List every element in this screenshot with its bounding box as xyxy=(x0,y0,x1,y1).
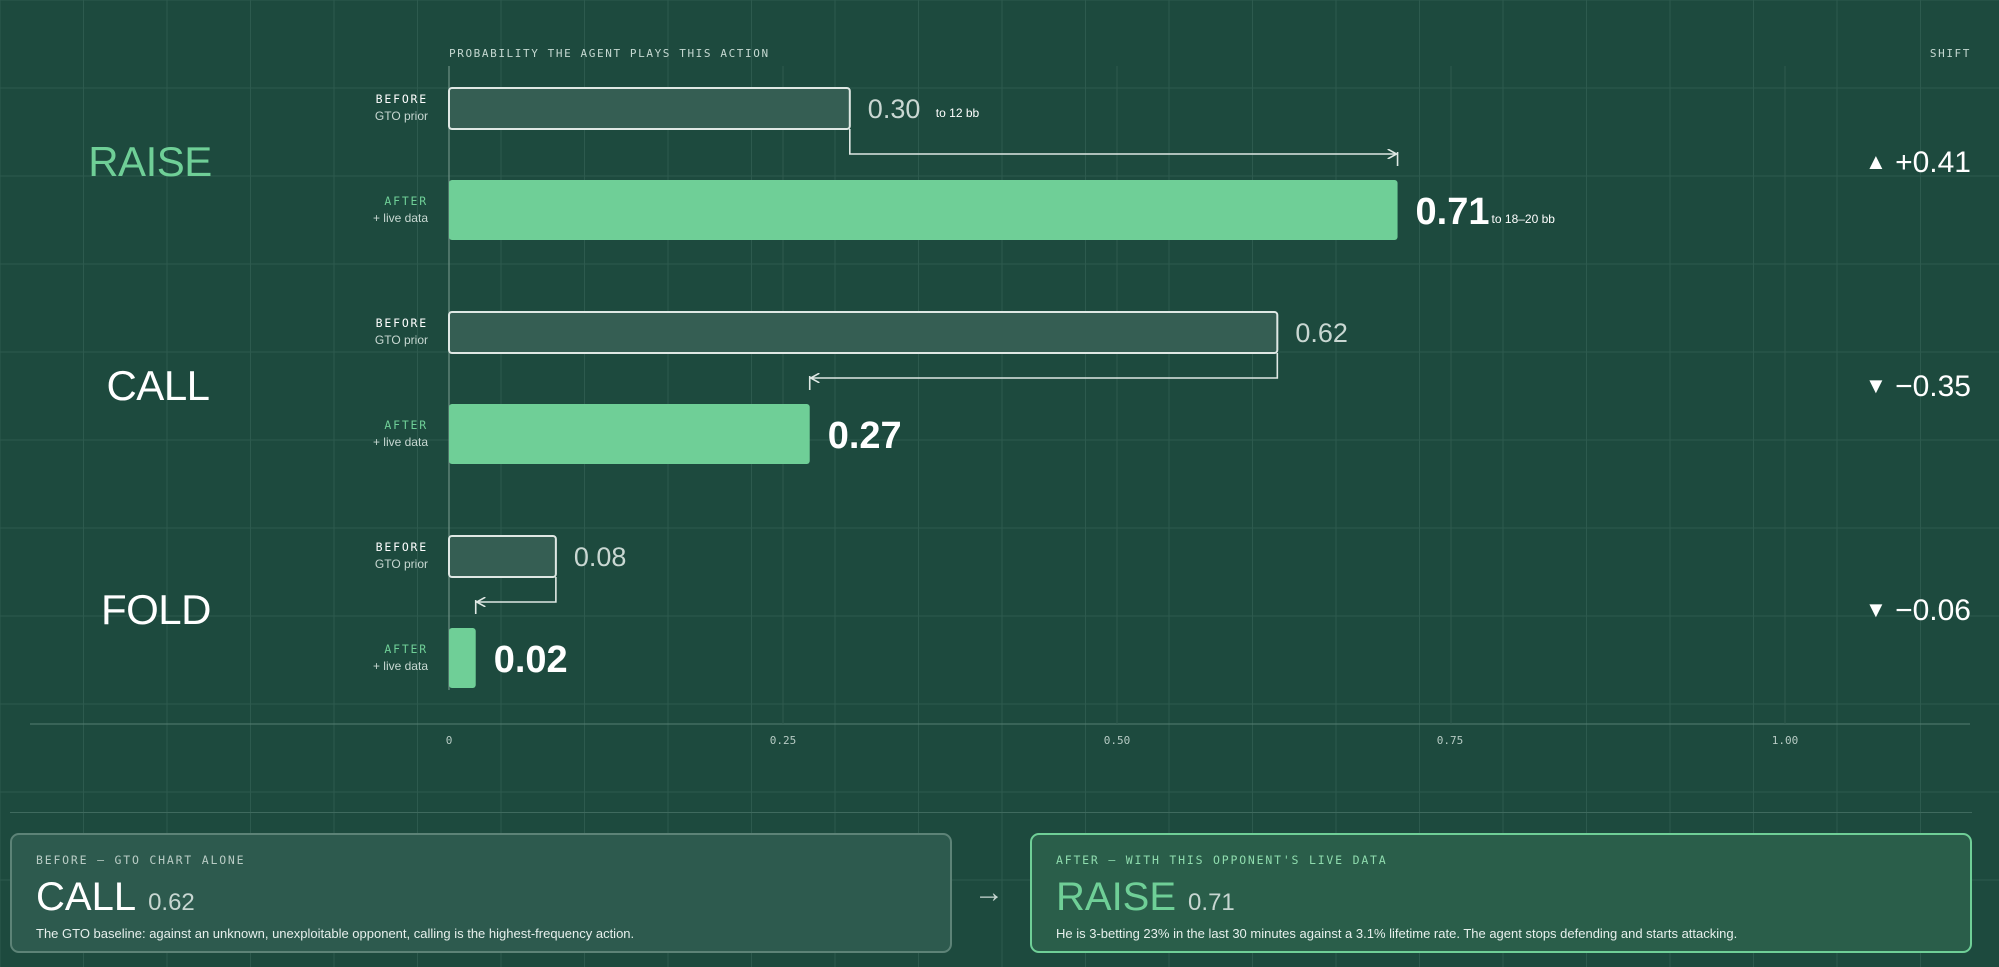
action-label-raise: RAISE xyxy=(88,138,212,185)
before-card-headline: CALL 0.62 xyxy=(36,875,926,920)
x-tick-label: 0.25 xyxy=(769,734,797,747)
after-bar xyxy=(449,628,476,688)
before-bar xyxy=(448,311,1279,354)
after-value-label: 0.27 xyxy=(828,415,902,457)
before-sublabel: GTO prior xyxy=(374,333,428,347)
action-label-fold: FOLD xyxy=(100,586,212,633)
before-value-label: 0.30 xyxy=(868,94,921,124)
after-label: AFTER xyxy=(384,418,428,432)
row-label-before-call: BEFORE GTO prior xyxy=(375,315,428,349)
shift-down-icon: ▼ xyxy=(1864,597,1887,622)
after-card: AFTER — WITH THIS OPPONENT'S LIVE DATA R… xyxy=(1030,833,1972,953)
shift-column-title: SHIFT xyxy=(1929,47,1971,60)
before-label: BEFORE xyxy=(375,540,428,554)
before-sublabel: GTO prior xyxy=(374,557,428,571)
after-card-headline: RAISE 0.71 xyxy=(1056,875,1946,920)
shift-connector-arrow xyxy=(478,577,557,602)
before-card-action: CALL xyxy=(36,875,137,919)
action-label-call: CALL xyxy=(106,362,210,409)
shift-down-icon: ▼ xyxy=(1864,373,1887,398)
before-sublabel: GTO prior xyxy=(374,109,428,123)
after-bar xyxy=(449,404,810,464)
before-label: BEFORE xyxy=(375,92,428,106)
before-bar xyxy=(448,535,557,578)
after-card-kicker: AFTER — WITH THIS OPPONENT'S LIVE DATA xyxy=(1056,853,1388,867)
before-card-value: 0.62 xyxy=(148,889,195,916)
row-label-after-call: AFTER + live data xyxy=(373,417,428,451)
after-card-action: RAISE xyxy=(1056,875,1177,919)
shift-value: −0.35 xyxy=(1895,370,1971,403)
before-value-label: 0.08 xyxy=(574,542,627,572)
before-card-kicker: BEFORE — GTO CHART ALONE xyxy=(36,853,246,867)
before-bar xyxy=(448,87,851,130)
arrow-right-icon: → xyxy=(974,876,1004,909)
x-tick-label: 1.00 xyxy=(1771,734,1799,747)
shift-raise: ▲ +0.41 xyxy=(1865,146,1971,180)
after-card-value: 0.71 xyxy=(1188,889,1235,916)
shift-fold: ▼ −0.06 xyxy=(1865,594,1971,628)
shift-connector-arrow xyxy=(812,353,1279,378)
shift-value: −0.06 xyxy=(1895,594,1971,627)
shift-call: ▼ −0.35 xyxy=(1865,370,1971,404)
section-divider xyxy=(10,812,1972,813)
before-label: BEFORE xyxy=(375,316,428,330)
shift-connector-arrow xyxy=(849,129,1396,154)
after-bar xyxy=(449,180,1398,240)
axis-title: PROBABILITY THE AGENT PLAYS THIS ACTION xyxy=(449,47,770,60)
after-sublabel: + live data xyxy=(372,211,428,225)
after-value-label: 0.71 xyxy=(1416,191,1490,233)
after-card-description: He is 3-betting 23% in the last 30 minut… xyxy=(1056,926,1738,941)
after-note: to 18–20 bb xyxy=(1492,212,1556,226)
before-note: to 12 bb xyxy=(936,106,980,120)
after-label: AFTER xyxy=(384,642,428,656)
after-label: AFTER xyxy=(384,194,428,208)
x-tick-label: 0.50 xyxy=(1103,734,1131,747)
after-value-label: 0.02 xyxy=(494,639,568,681)
shift-up-icon: ▲ xyxy=(1864,149,1887,174)
row-label-after-raise: AFTER + live data xyxy=(373,193,428,227)
before-card: BEFORE — GTO CHART ALONE CALL 0.62 The GT… xyxy=(10,833,952,953)
row-label-after-fold: AFTER + live data xyxy=(373,641,428,675)
before-card-description: The GTO baseline: against an unknown, un… xyxy=(36,926,635,941)
row-label-before-fold: BEFORE GTO prior xyxy=(375,539,428,573)
after-sublabel: + live data xyxy=(372,659,428,673)
x-tick-label: 0.75 xyxy=(1436,734,1464,747)
shift-value: +0.41 xyxy=(1895,146,1971,179)
x-tick-label: 0 xyxy=(445,734,453,747)
row-label-before-raise: BEFORE GTO prior xyxy=(375,91,428,125)
before-value-label: 0.62 xyxy=(1295,318,1348,348)
after-sublabel: + live data xyxy=(372,435,428,449)
